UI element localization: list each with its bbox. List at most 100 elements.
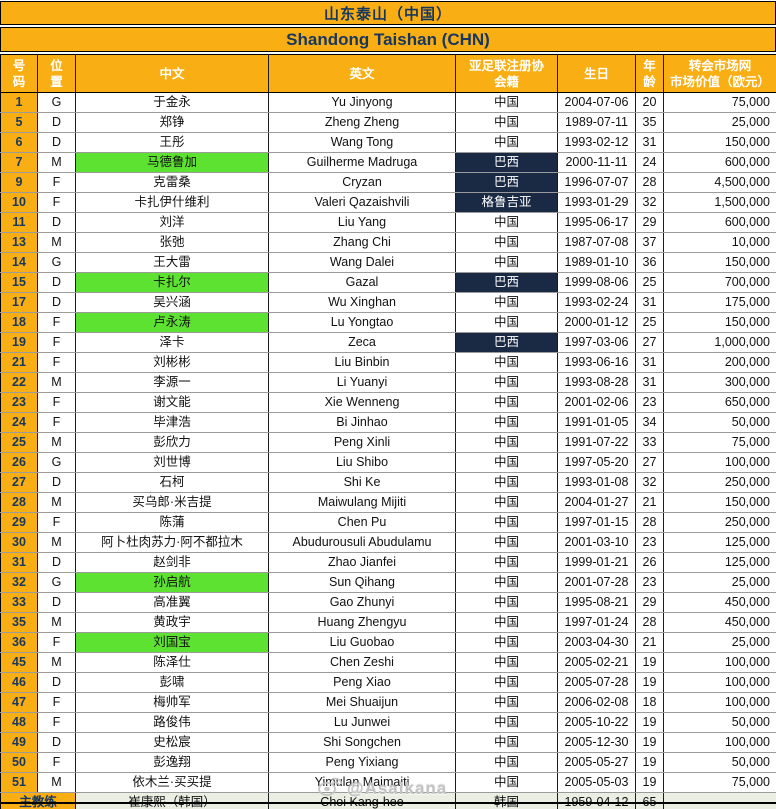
english-name-cell: Zhao Jianfei — [268, 552, 456, 573]
chinese-name-cell: 刘彬彬 — [75, 352, 269, 373]
chinese-name-cell: 史松宸 — [75, 732, 269, 753]
age-cell: 35 — [635, 112, 664, 133]
age-cell: 31 — [635, 352, 664, 373]
position-cell: G — [37, 572, 76, 593]
table-row: 30 M 阿卜杜肉苏力·阿不都拉木 Abudurousuli Abudulamu… — [0, 532, 776, 553]
player-number-cell: 29 — [0, 512, 38, 533]
position-cell: G — [37, 252, 76, 273]
association-cell: 中国 — [455, 412, 558, 433]
association-cell: 中国 — [455, 532, 558, 553]
birthday-cell: 1999-01-21 — [557, 552, 636, 573]
birthday-cell: 1993-02-12 — [557, 132, 636, 153]
market-value-cell: 50,000 — [663, 712, 776, 733]
association-cell: 巴西 — [455, 172, 558, 193]
player-number-cell: 32 — [0, 572, 38, 593]
chinese-name-cell: 彭啸 — [75, 672, 269, 693]
table-row: 22 M 李源一 Li Yuanyi 中国 1993-08-28 31 300,… — [0, 372, 776, 393]
player-number-cell: 9 — [0, 172, 38, 193]
chinese-name-cell: 泽卡 — [75, 332, 269, 353]
position-cell: F — [37, 692, 76, 713]
association-cell: 中国 — [455, 752, 558, 773]
association-cell: 中国 — [455, 352, 558, 373]
table-row: 13 M 张弛 Zhang Chi 中国 1987-07-08 37 10,00… — [0, 232, 776, 253]
table-row: 33 D 高准翼 Gao Zhunyi 中国 1995-08-21 29 450… — [0, 592, 776, 613]
team-name-english: Shandong Taishan (CHN) — [286, 29, 490, 49]
table-row: 47 F 梅帅军 Mei Shuaijun 中国 2006-02-08 18 1… — [0, 692, 776, 713]
association-cell: 中国 — [455, 492, 558, 513]
association-cell: 中国 — [455, 292, 558, 313]
age-cell: 26 — [635, 552, 664, 573]
market-value-cell: 150,000 — [663, 492, 776, 513]
chinese-name-cell: 卡扎伊什维利 — [75, 192, 269, 213]
chinese-name-cell: 高准翼 — [75, 592, 269, 613]
age-cell: 19 — [635, 772, 664, 793]
player-number-cell: 30 — [0, 532, 38, 553]
position-cell: M — [37, 532, 76, 553]
position-cell: F — [37, 712, 76, 733]
table-row: 51 M 依木兰·买买提 Yimulan Maimaiti 中国 2005-05… — [0, 772, 776, 793]
association-cell: 中国 — [455, 692, 558, 713]
player-number-cell: 50 — [0, 752, 38, 773]
age-cell: 23 — [635, 572, 664, 593]
market-value-cell: 100,000 — [663, 732, 776, 753]
table-row: 36 F 刘国宝 Liu Guobao 中国 2003-04-30 21 25,… — [0, 632, 776, 653]
player-number-cell: 24 — [0, 412, 38, 433]
player-number-cell: 13 — [0, 232, 38, 253]
market-value-cell: 100,000 — [663, 672, 776, 693]
player-number-cell: 47 — [0, 692, 38, 713]
birthday-cell: 1993-06-16 — [557, 352, 636, 373]
player-number-cell: 36 — [0, 632, 38, 653]
age-cell: 29 — [635, 212, 664, 233]
birthday-cell: 1993-01-08 — [557, 472, 636, 493]
header-birthday: 生日 — [557, 54, 636, 93]
player-number-cell: 35 — [0, 612, 38, 633]
age-cell: 31 — [635, 372, 664, 393]
header-market-value: 转会市场网 市场价值（欧元） — [663, 54, 776, 93]
birthday-cell: 2005-05-27 — [557, 752, 636, 773]
chinese-name-cell: 彭逸翔 — [75, 752, 269, 773]
association-cell: 巴西 — [455, 152, 558, 173]
age-cell: 19 — [635, 652, 664, 673]
english-name-cell: Lu Junwei — [268, 712, 456, 733]
player-number-cell: 49 — [0, 732, 38, 753]
table-row: 48 F 路俊伟 Lu Junwei 中国 2005-10-22 19 50,0… — [0, 712, 776, 733]
table-row: 18 F 卢永涛 Lu Yongtao 中国 2000-01-12 25 150… — [0, 312, 776, 333]
association-cell: 中国 — [455, 512, 558, 533]
english-name-cell: Huang Zhengyu — [268, 612, 456, 633]
chinese-name-cell: 刘世博 — [75, 452, 269, 473]
player-number-cell: 7 — [0, 152, 38, 173]
market-value-cell: 25,000 — [663, 572, 776, 593]
table-row: 9 F 克雷桑 Cryzan 巴西 1996-07-07 28 4,500,00… — [0, 172, 776, 193]
english-name-cell: Chen Zeshi — [268, 652, 456, 673]
table-row: 46 D 彭啸 Peng Xiao 中国 2005-07-28 19 100,0… — [0, 672, 776, 693]
market-value-cell: 175,000 — [663, 292, 776, 313]
table-row: 24 F 毕津浩 Bi Jinhao 中国 1991-01-05 34 50,0… — [0, 412, 776, 433]
market-value-cell: 250,000 — [663, 472, 776, 493]
roster-table: 号 码 位 置 中文 英文 亚足联注册协 会籍 生日 年 龄 转会市场网 市场价… — [0, 54, 776, 809]
position-cell: G — [37, 92, 76, 113]
header-english-name: 英文 — [268, 54, 456, 93]
english-name-cell: Shi Songchen — [268, 732, 456, 753]
english-name-cell: Mei Shuaijun — [268, 692, 456, 713]
english-name-cell: Abudurousuli Abudulamu — [268, 532, 456, 553]
english-name-cell: Gao Zhunyi — [268, 592, 456, 613]
age-cell: 19 — [635, 712, 664, 733]
table-row: 31 D 赵剑非 Zhao Jianfei 中国 1999-01-21 26 1… — [0, 552, 776, 573]
birthday-cell: 2001-07-28 — [557, 572, 636, 593]
english-name-cell: Chen Pu — [268, 512, 456, 533]
birthday-cell: 1991-07-22 — [557, 432, 636, 453]
english-name-cell: Cryzan — [268, 172, 456, 193]
player-number-cell: 51 — [0, 772, 38, 793]
age-cell: 27 — [635, 332, 664, 353]
position-cell: G — [37, 452, 76, 473]
coach-label-cell: 主教练 — [0, 792, 76, 809]
association-cell: 巴西 — [455, 332, 558, 353]
association-cell: 中国 — [455, 572, 558, 593]
chinese-name-cell: 梅帅军 — [75, 692, 269, 713]
age-cell: 28 — [635, 612, 664, 633]
coach-row: 主教练 崔康熙（韩国） Choi Kang-hee 韩国 1959-04-12 … — [0, 792, 776, 809]
birthday-cell: 2001-03-10 — [557, 532, 636, 553]
table-row: 28 M 买乌郎·米吉提 Maiwulang Mijiti 中国 2004-01… — [0, 492, 776, 513]
age-cell: 21 — [635, 492, 664, 513]
